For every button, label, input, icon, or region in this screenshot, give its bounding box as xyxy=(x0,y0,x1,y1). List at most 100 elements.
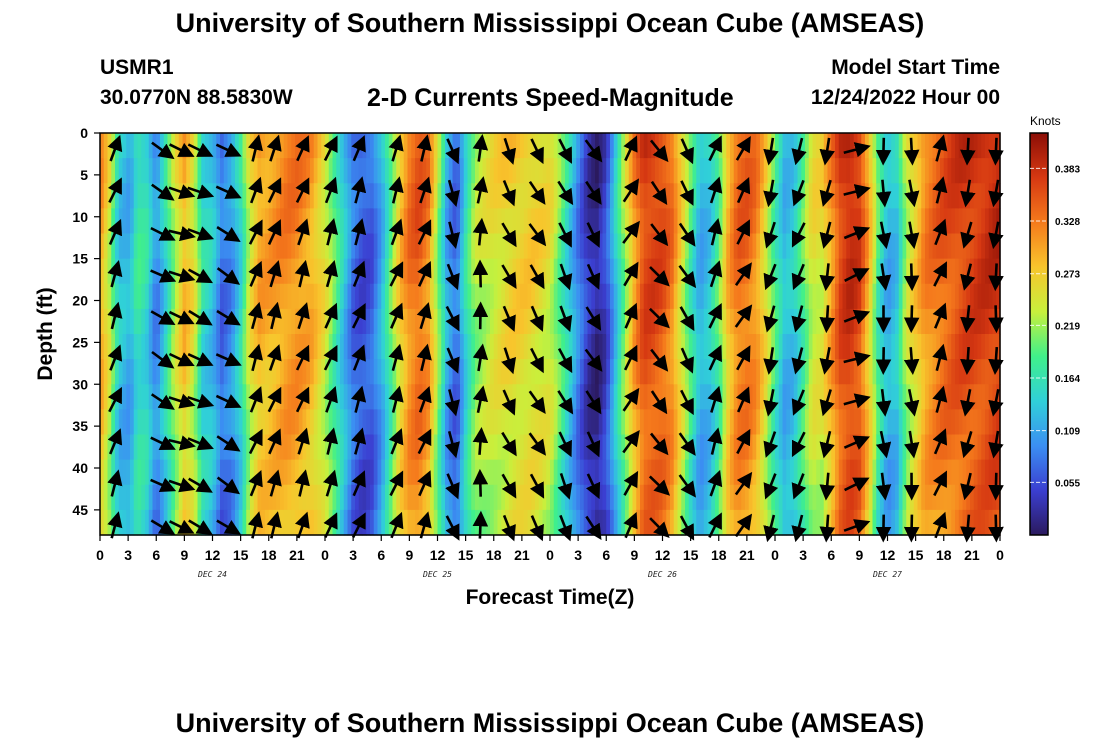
heatmap-cell xyxy=(670,208,675,235)
heatmap-cell xyxy=(857,233,862,260)
heatmap-cell xyxy=(328,359,334,385)
current-vector-arrow xyxy=(584,348,603,372)
heatmap-cell xyxy=(340,359,345,385)
heatmap-cell xyxy=(471,359,476,385)
heatmap-cell xyxy=(752,308,757,335)
current-vector-arrow xyxy=(932,511,948,539)
heatmap-cell xyxy=(471,233,476,260)
heatmap-cell xyxy=(291,509,296,536)
heatmap-cell xyxy=(722,484,727,511)
heatmap-cell xyxy=(988,258,994,285)
heatmap-cell xyxy=(107,308,112,335)
heatmap-cell xyxy=(943,509,949,536)
heatmap-cell xyxy=(632,283,637,310)
heatmap-cell xyxy=(801,158,806,184)
heatmap-cell xyxy=(692,133,697,159)
day-label: DEC 27 xyxy=(872,570,902,579)
heatmap-cell xyxy=(445,283,450,310)
current-vector-arrow xyxy=(843,142,871,158)
heatmap-cell xyxy=(831,258,836,285)
heatmap-cell xyxy=(400,208,405,235)
heatmap-cell xyxy=(497,283,502,310)
heatmap-cell xyxy=(283,334,289,360)
heatmap-cell xyxy=(640,208,645,235)
heatmap-cell xyxy=(212,509,217,536)
heatmap-cell xyxy=(160,208,165,235)
colorbar-tick-label: 0.383 xyxy=(1055,164,1080,175)
current-vector-arrow xyxy=(763,305,779,333)
heatmap-cell xyxy=(951,409,956,436)
heatmap-cell xyxy=(347,183,352,209)
heatmap-cell xyxy=(276,334,281,360)
heatmap-cell xyxy=(913,484,919,511)
heatmap-cell xyxy=(283,208,289,235)
heatmap-cell xyxy=(460,384,465,410)
heatmap-cell xyxy=(208,409,214,436)
heatmap-cell xyxy=(295,509,300,536)
heatmap-cell xyxy=(936,409,941,436)
heatmap-cell xyxy=(756,409,761,436)
heatmap-cell xyxy=(790,409,795,436)
heatmap-cell xyxy=(568,359,574,385)
heatmap-cell xyxy=(636,384,641,410)
heatmap-cell xyxy=(756,133,761,159)
heatmap-cell xyxy=(126,233,131,260)
heatmap-cell xyxy=(718,484,724,511)
heatmap-cell xyxy=(988,384,994,410)
heatmap-cell xyxy=(880,133,885,159)
x-tick-label: 6 xyxy=(602,547,610,563)
current-vector-arrow xyxy=(734,513,753,538)
heatmap-cell xyxy=(775,484,780,511)
y-tick-label: 30 xyxy=(72,376,88,392)
heatmap-cell xyxy=(598,384,604,410)
heatmap-cell xyxy=(636,409,641,436)
heatmap-cell xyxy=(895,334,900,360)
current-vector-arrow xyxy=(323,302,338,329)
heatmap-cell xyxy=(516,459,521,486)
heatmap-cell xyxy=(887,233,892,260)
heatmap-cell xyxy=(508,208,514,235)
heatmap-cell xyxy=(482,258,487,285)
heatmap-cell xyxy=(317,459,322,486)
heatmap-cell xyxy=(550,308,555,335)
heatmap-cell xyxy=(381,283,386,310)
heatmap-cell xyxy=(490,359,495,385)
heatmap-cell xyxy=(880,409,885,436)
heatmap-cell xyxy=(100,509,105,536)
current-vector-arrow xyxy=(472,385,489,414)
heatmap-cell xyxy=(640,434,645,461)
heatmap-cell xyxy=(910,283,915,310)
heatmap-cell xyxy=(613,208,619,235)
heatmap-cell xyxy=(715,283,720,310)
current-vector-arrow xyxy=(472,217,489,246)
heatmap-cell xyxy=(951,308,956,335)
heatmap-cell xyxy=(137,459,142,486)
heatmap-cell xyxy=(778,183,784,209)
heatmap-cell xyxy=(186,459,191,486)
heatmap-cell xyxy=(970,283,975,310)
heatmap-cell xyxy=(666,484,671,511)
heatmap-cell xyxy=(231,409,236,436)
heatmap-cell xyxy=(771,283,776,310)
heatmap-cell xyxy=(853,484,859,511)
heatmap-cell xyxy=(696,459,701,486)
heatmap-cell xyxy=(958,233,964,260)
heatmap-cell xyxy=(643,359,649,385)
heatmap-cell xyxy=(865,233,870,260)
heatmap-cell xyxy=(820,459,825,486)
heatmap-cell xyxy=(733,409,739,436)
heatmap-cell xyxy=(400,233,405,260)
current-vector-arrow xyxy=(248,176,263,204)
current-vector-arrow xyxy=(843,519,871,534)
heatmap-cell xyxy=(482,484,487,511)
heatmap-cell xyxy=(163,434,169,461)
heatmap-cell xyxy=(718,459,724,486)
heatmap-cell xyxy=(677,359,682,385)
current-vector-arrow xyxy=(988,137,1004,166)
heatmap-cell xyxy=(433,359,439,385)
heatmap-cell xyxy=(677,308,682,335)
heatmap-cell xyxy=(223,384,229,410)
current-vector-arrow xyxy=(294,218,310,246)
heatmap-cell xyxy=(722,409,727,436)
heatmap-cell xyxy=(658,283,664,310)
